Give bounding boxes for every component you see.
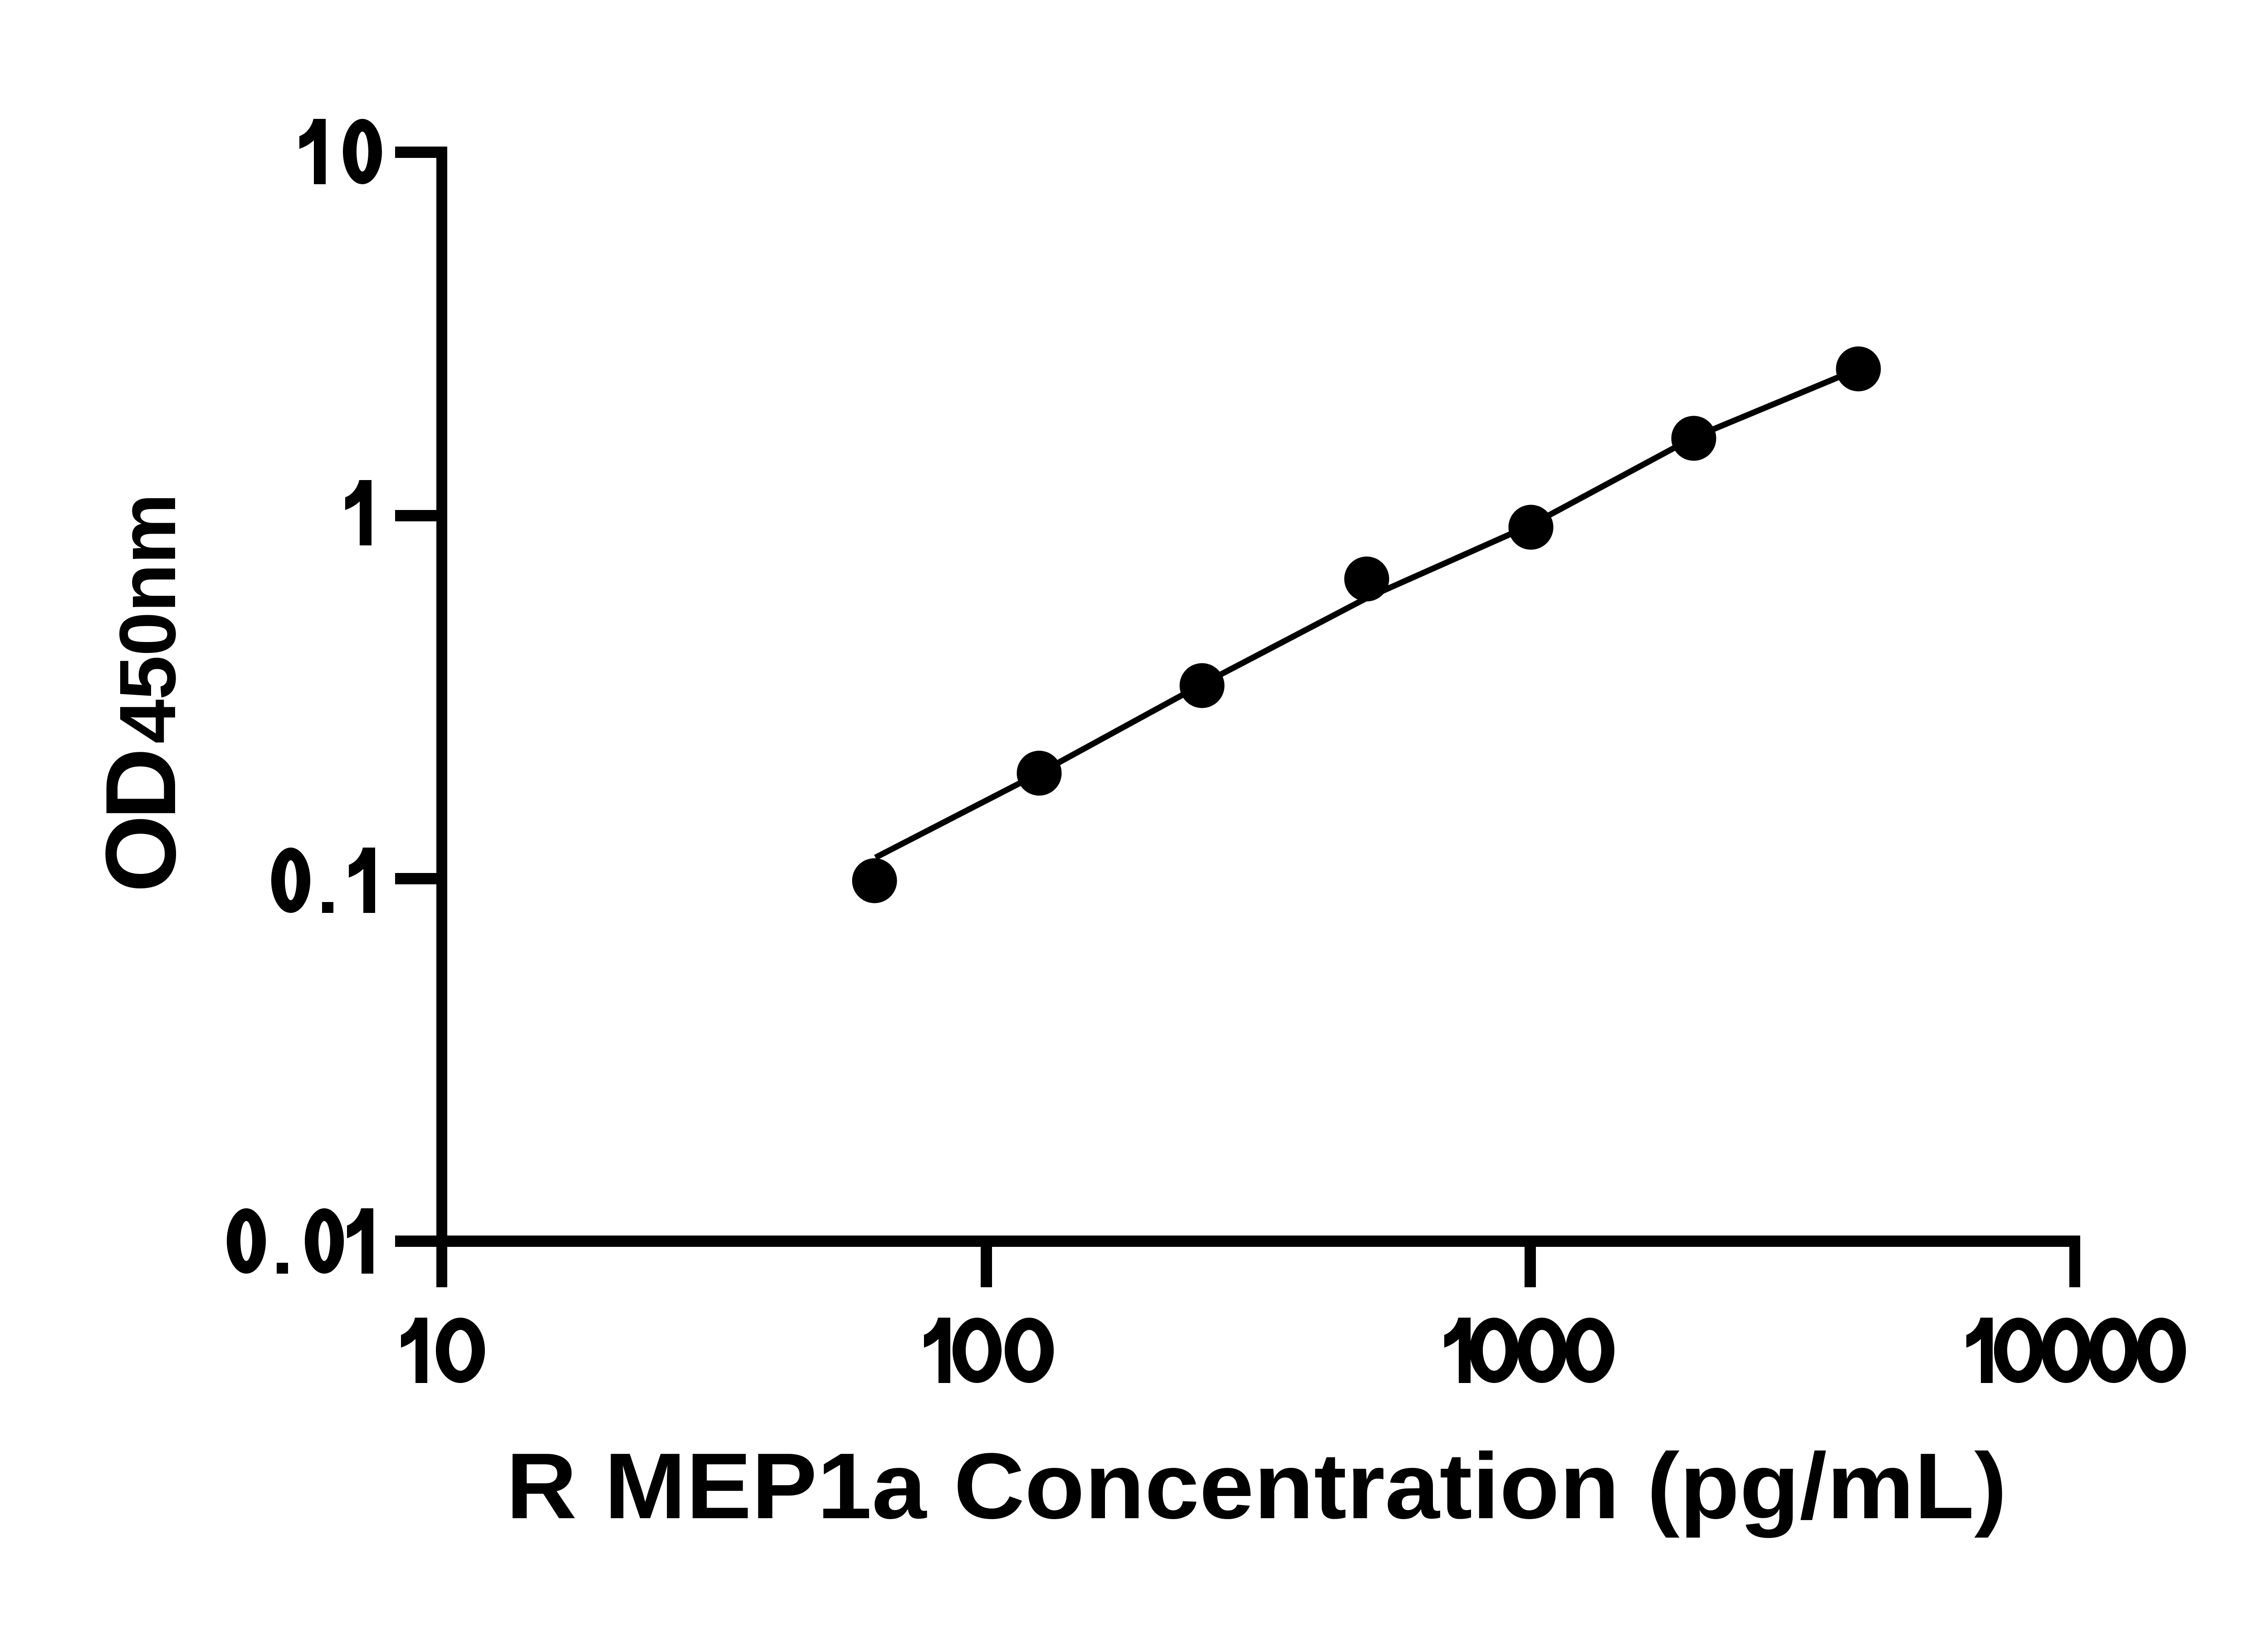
svg-text:OD450nm: OD450nm [85, 493, 196, 892]
svg-text:R MEP1a Concentration (pg/mL): R MEP1a Concentration (pg/mL) [506, 1434, 2007, 1538]
